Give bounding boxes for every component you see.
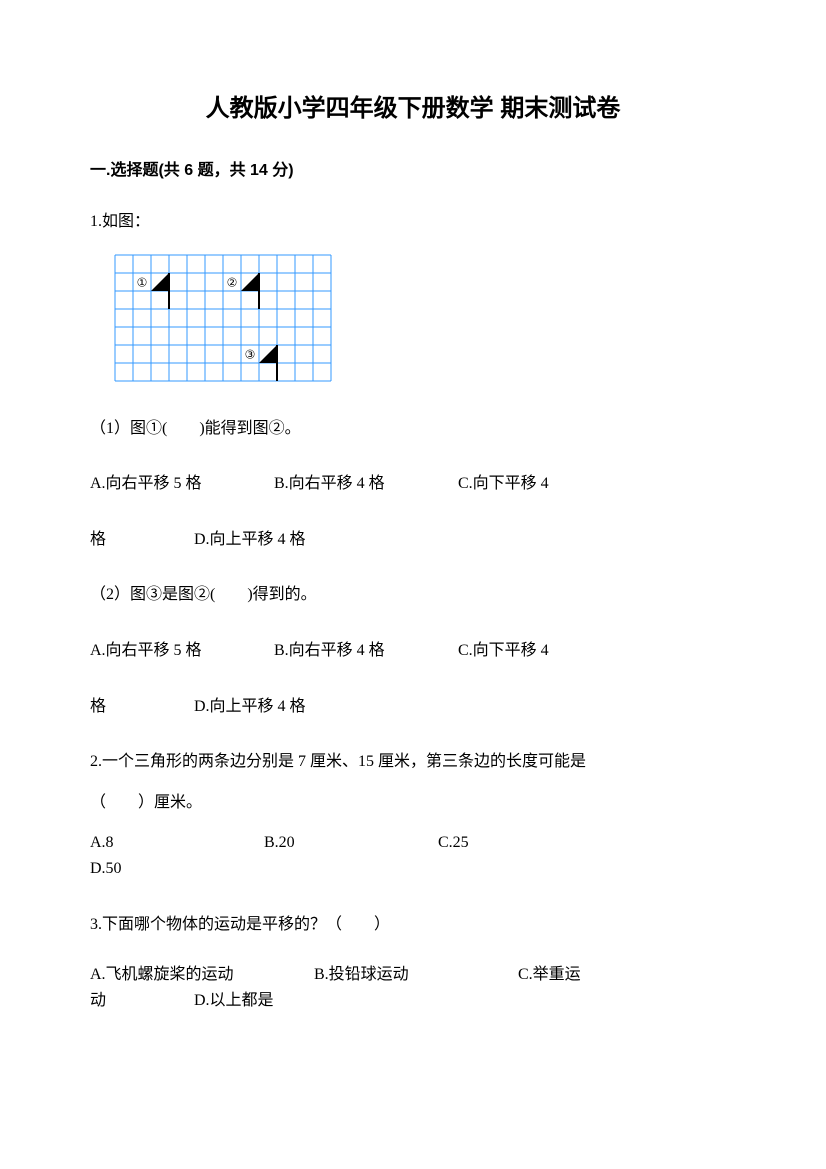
q1-intro: 1.如图： [90,209,736,235]
svg-text:①: ① [137,275,148,289]
q1-sub1-options-cont: 格 D.向上平移 4 格 [90,527,736,553]
option-c: C.举重运 [518,962,581,988]
option-c-cont: 格 [90,527,190,553]
option-a: A.向右平移 5 格 [90,471,270,497]
option-a: A.8 [90,830,260,856]
option-c: C.向下平移 4 [458,471,608,497]
question-1: 1.如图： ① ② ③ （1）图①( )能得到图②。 A.向右平移 5 格 B.向右… [90,209,736,719]
q1-sub1-options: A.向右平移 5 格 B.向右平移 4 格 C.向下平移 4 [90,471,736,497]
q2-text-line1: 2.一个三角形的两条边分别是 7 厘米、15 厘米，第三条边的长度可能是 [90,749,736,775]
q2-text-line2: （ ）厘米。 [90,790,736,816]
page-title: 人教版小学四年级下册数学 期末测试卷 [90,90,736,128]
option-d: D.以上都是 [194,988,274,1014]
q1-sub2-text: （2）图③是图②( )得到的。 [90,582,736,608]
option-c: C.25 [438,830,608,856]
q3-options-cont: 动 D.以上都是 [90,988,736,1014]
question-2: 2.一个三角形的两条边分别是 7 厘米、15 厘米，第三条边的长度可能是 （ ）… [90,749,736,881]
q1-sub2-options-cont: 格 D.向上平移 4 格 [90,694,736,720]
svg-text:③: ③ [245,347,256,361]
q2-options: A.8 B.20 C.25 D.50 [90,830,736,881]
q3-text: 3.下面哪个物体的运动是平移的？（ ） [90,912,736,938]
question-3: 3.下面哪个物体的运动是平移的？（ ） A.飞机螺旋桨的运动 B.投铅球运动 C… [90,912,736,1014]
q1-sub2-options: A.向右平移 5 格 B.向右平移 4 格 C.向下平移 4 [90,638,736,664]
option-d: D.向上平移 4 格 [194,527,306,553]
option-a: A.飞机螺旋桨的运动 [90,962,310,988]
grid-figure: ① ② ③ [110,250,736,386]
option-b: B.向右平移 4 格 [274,471,454,497]
section-header: 一.选择题(共 6 题，共 14 分) [90,158,736,184]
svg-text:②: ② [227,275,238,289]
option-c-cont: 动 [90,988,190,1014]
option-b: B.向右平移 4 格 [274,638,454,664]
option-b: B.20 [264,830,434,856]
q3-options: A.飞机螺旋桨的运动 B.投铅球运动 C.举重运 [90,962,736,988]
option-d: D.向上平移 4 格 [194,694,306,720]
option-a: A.向右平移 5 格 [90,638,270,664]
q1-sub1-text: （1）图①( )能得到图②。 [90,416,736,442]
option-c: C.向下平移 4 [458,638,608,664]
option-b: B.投铅球运动 [314,962,514,988]
option-c-cont: 格 [90,694,190,720]
option-d: D.50 [90,856,260,882]
